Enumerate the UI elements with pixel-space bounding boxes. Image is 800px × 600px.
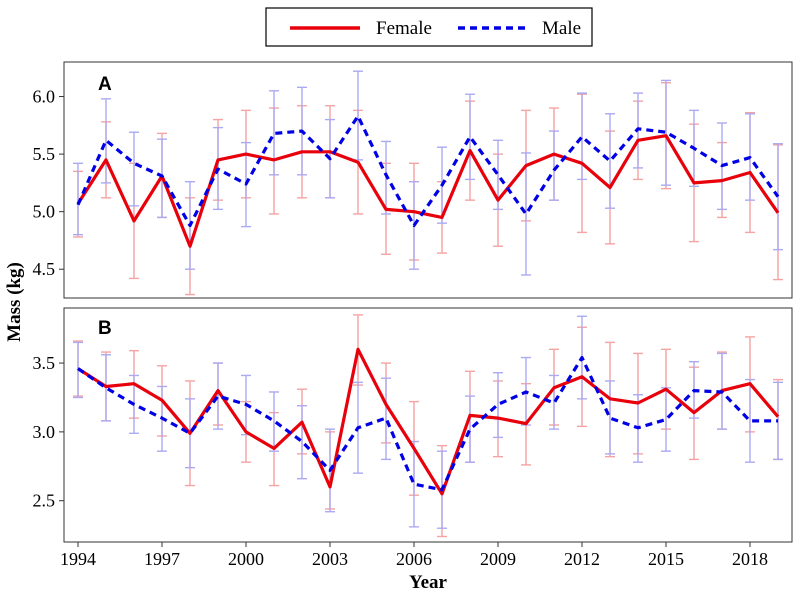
panel-a: A 4.5 5.0 5.5 6.0 — [33, 61, 793, 299]
panel-a-marks — [73, 70, 783, 296]
panel-b-y-axis: 2.5 3.0 3.5 — [33, 353, 64, 511]
x-tick-label: 2018 — [732, 549, 768, 569]
legend-label-female: Female — [376, 18, 432, 39]
panel-a-y-tick-label: 5.5 — [33, 144, 56, 164]
x-tick-label: 1997 — [144, 549, 180, 569]
panel-a-male-line — [76, 114, 780, 228]
y-axis-title: Mass (kg) — [4, 262, 25, 342]
x-tick-label: 2000 — [228, 549, 264, 569]
x-axis-title: Year — [409, 572, 448, 593]
legend-label-male: Male — [542, 18, 581, 39]
panel-a-y-tick-label: 5.0 — [33, 202, 56, 222]
x-tick-label: 2006 — [396, 549, 432, 569]
panel-b-y-tick-label: 2.5 — [33, 491, 56, 511]
x-tick-label: 2012 — [564, 549, 600, 569]
x-axis: 1994 1997 2000 2003 2006 2009 2012 2015 2018 — [60, 542, 768, 569]
panel-b-label: B — [98, 318, 112, 339]
x-tick-label: 2015 — [648, 549, 684, 569]
panel-a-y-tick-label: 6.0 — [33, 87, 56, 107]
x-tick-label: 2003 — [312, 549, 348, 569]
x-tick-label: 1994 — [60, 549, 96, 569]
panel-a-y-tick-label: 4.5 — [33, 259, 56, 279]
panel-b-frame — [63, 307, 793, 543]
panel-a-frame — [63, 61, 793, 299]
panel-a-label: A — [98, 74, 112, 95]
panel-b-y-tick-label: 3.0 — [33, 422, 56, 442]
panel-b-y-tick-label: 3.5 — [33, 353, 56, 373]
panel-b-male-line — [77, 356, 778, 492]
panel-b: B 2.5 3.0 3.5 — [33, 307, 793, 543]
panel-b-marks — [73, 314, 783, 538]
panel-a-y-axis: 4.5 5.0 5.5 6.0 — [33, 87, 64, 279]
x-tick-label: 2009 — [480, 549, 516, 569]
legend: Female Male — [265, 7, 593, 47]
panel-a-female-line — [76, 134, 780, 248]
